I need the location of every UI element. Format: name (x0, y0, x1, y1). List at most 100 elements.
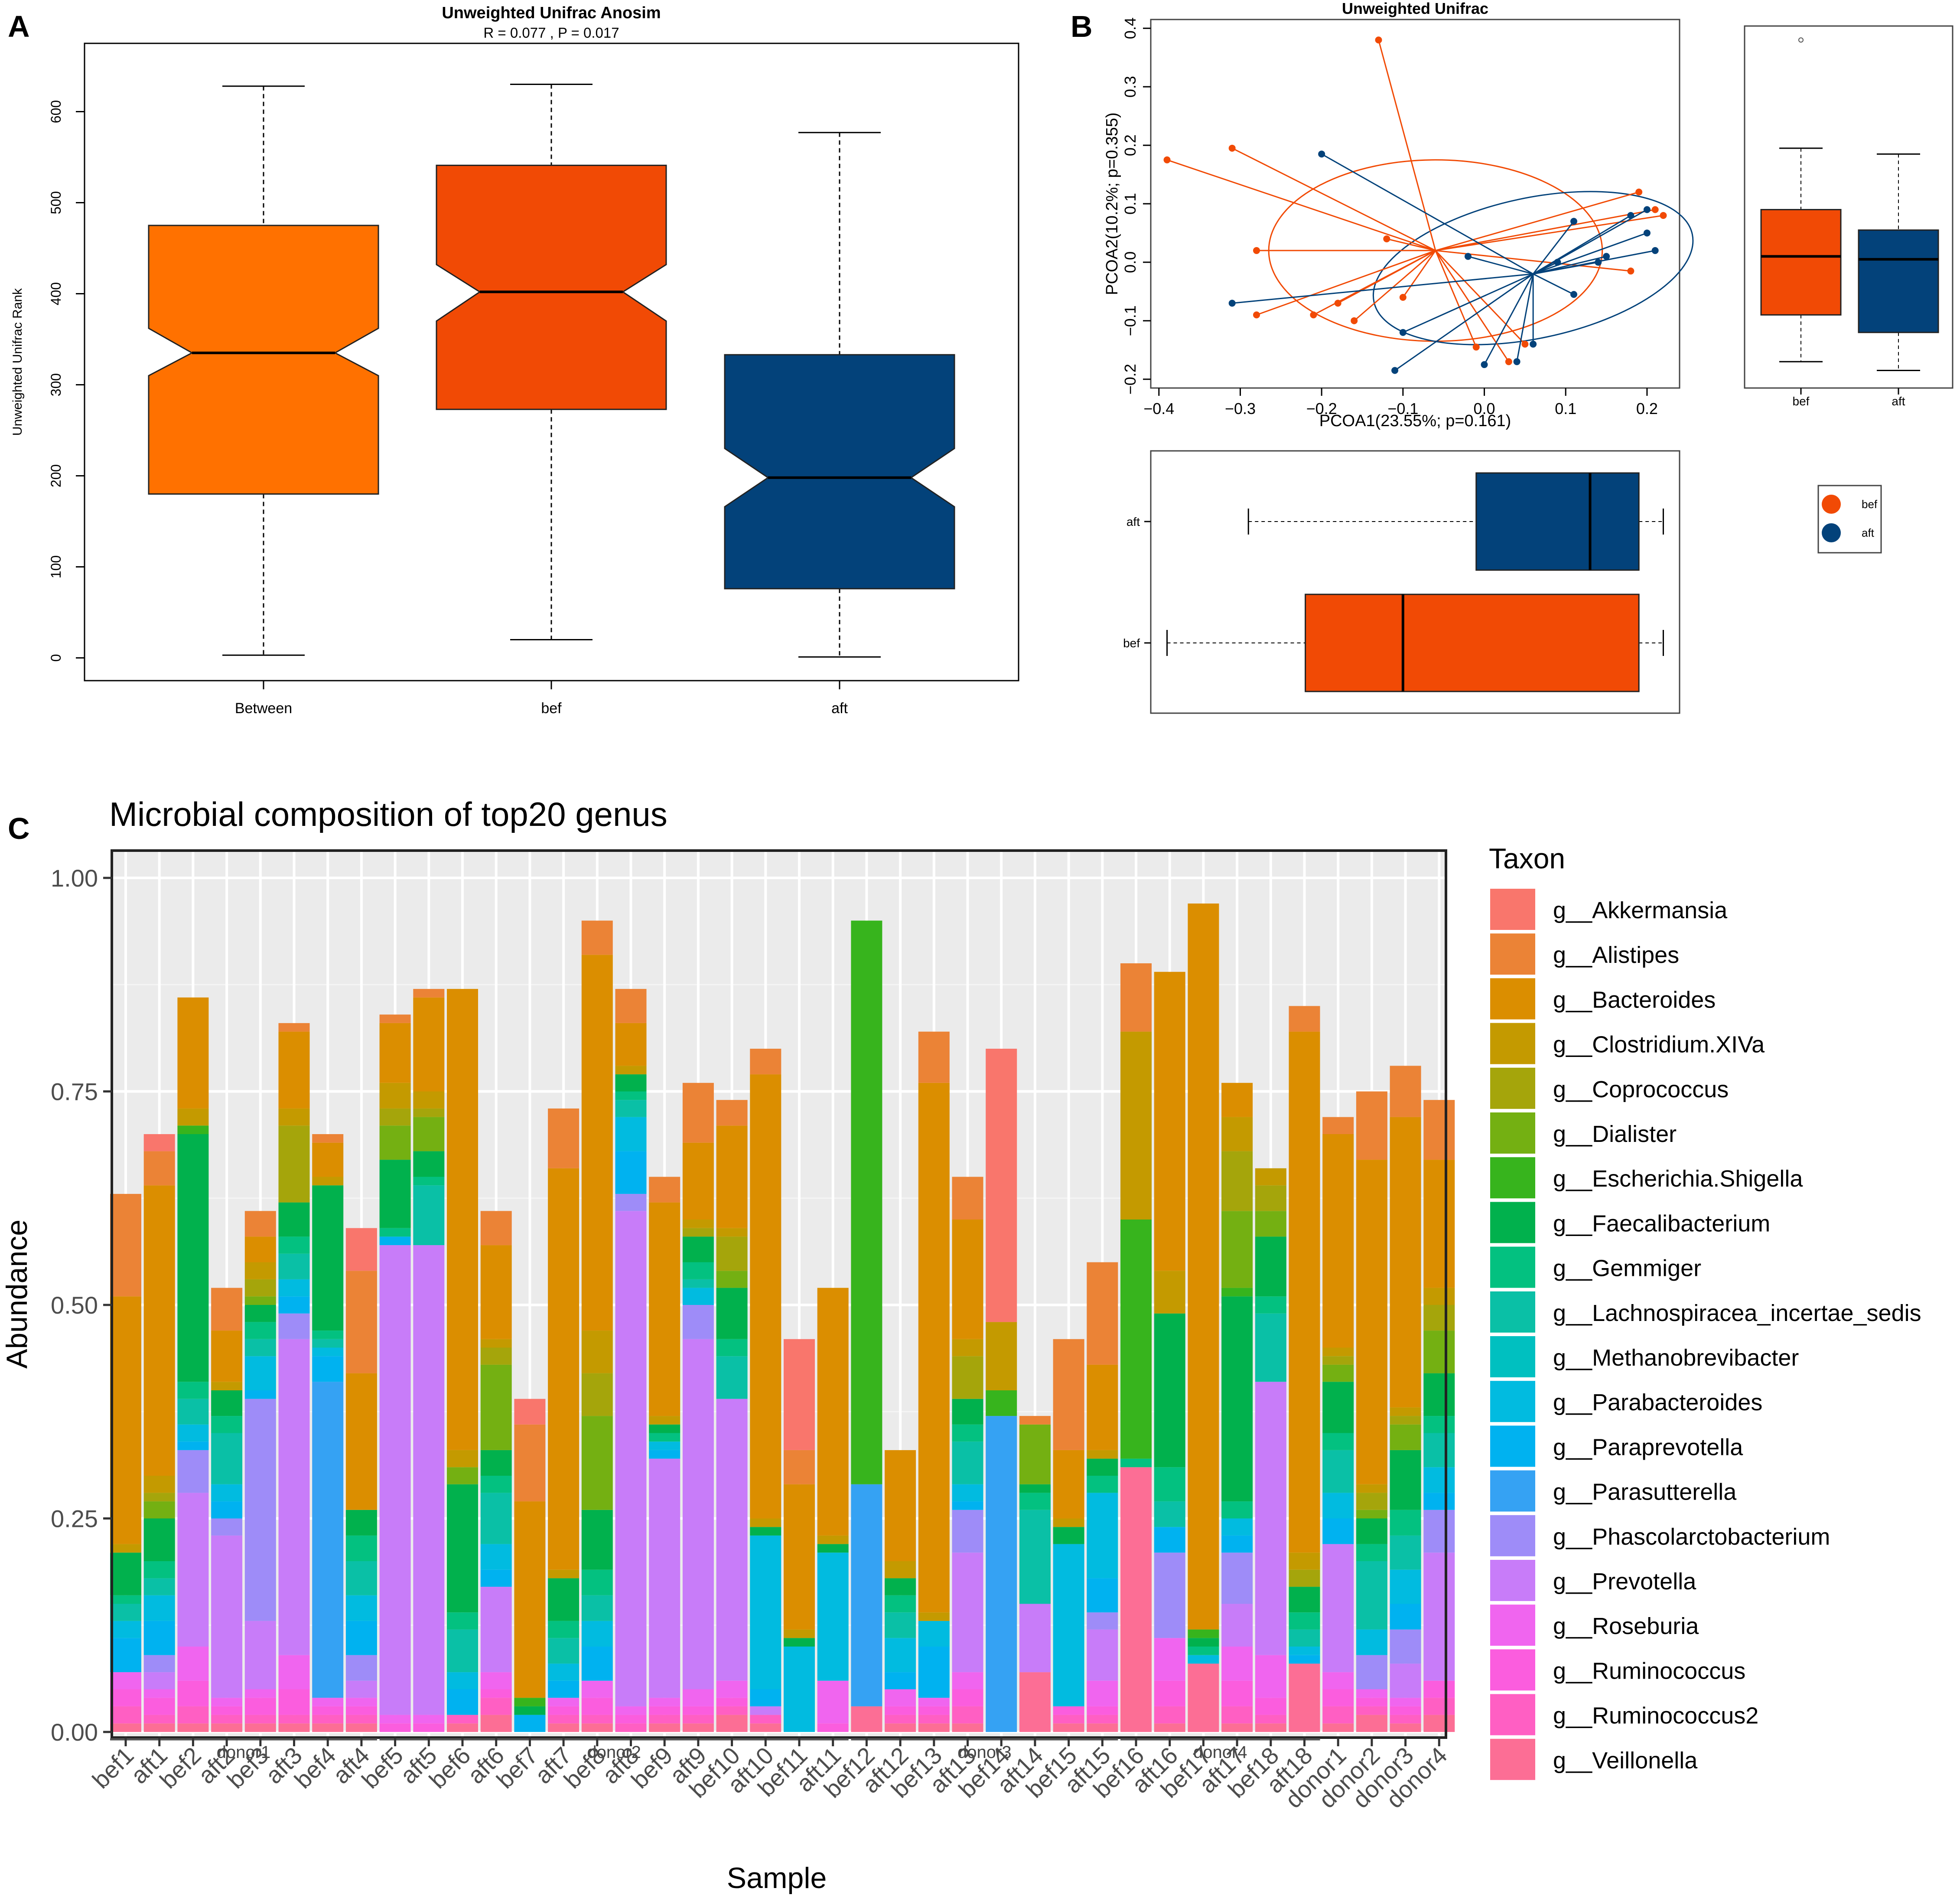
bar-segment-g__Ruminococcus (1356, 1698, 1387, 1706)
bar-segment-g__Ruminococcus2 (1154, 1706, 1185, 1724)
bar-segment-g__Faecalibacterium (649, 1424, 680, 1433)
bar-segment-g__Ruminococcus2 (480, 1698, 512, 1715)
bar-segment-g__Faecalibacterium (312, 1185, 344, 1331)
composition-y-tick-label: 1.00 (51, 864, 98, 892)
bar-segment-g__Parabacteroides (817, 1552, 849, 1681)
bar-segment-g__Lachnospiracea_incertae_sedis (143, 1578, 175, 1595)
pcoa-point-aft (1643, 206, 1651, 213)
bar-segment-g__Gemmiger (177, 1382, 209, 1399)
bar-segment-g__Paraprevotella (581, 1647, 613, 1681)
bar-segment-g__Ruminococcus (345, 1706, 377, 1715)
bar-segment-g__Bacteroides (244, 1236, 276, 1262)
bar-segment-g__Parabacteroides (278, 1279, 310, 1297)
bar-segment-g__Ruminococcus (885, 1706, 916, 1715)
bar-segment-g__Clostridium.XIVa (952, 1339, 983, 1357)
bar-segment-g__Roseburia (1322, 1672, 1354, 1689)
bar-segment-g__Clostridium.XIVa (110, 1544, 141, 1553)
pcoa-axes: −0.4 −0.3 −0.2 −0.1 0.0 0.1 0.2 −0.2 −0.1 0.0 0.1 0… (1121, 17, 1658, 417)
legend-label: g__Veillonella (1553, 1748, 1698, 1774)
bar-segment-g__Gemmiger (1423, 1416, 1455, 1433)
bar-segment-g__Phascolarctobacterium (1423, 1510, 1455, 1553)
bar-segment-g__Ruminococcus2 (649, 1715, 680, 1724)
bar-segment-g__Gemmiger (1019, 1493, 1051, 1510)
legend-label: g__Lachnospiracea_incertae_sedis (1553, 1300, 1921, 1326)
legend-swatch (1490, 1649, 1535, 1691)
pcoa-spider-line (1378, 39, 1436, 251)
anosim-boxplot: Unweighted Unifrac Anosim R = 0.077 , P … (10, 4, 1019, 717)
composition-y-label: Abundance (0, 1220, 33, 1369)
bar-segment-g__Bacteroides (649, 1202, 680, 1416)
legend-swatch (1490, 1246, 1535, 1288)
pcoa-point-bef (1651, 206, 1659, 213)
composition-plot-frame (111, 849, 1447, 1739)
bar-segment-g__Roseburia (312, 1698, 344, 1706)
bar-segment-g__Paraprevotella (244, 1390, 276, 1399)
bar-segment-g__Veillonella (918, 1723, 950, 1732)
pcoa-point-aft (1643, 229, 1651, 237)
bar-segment-g__Prevotella (345, 1680, 377, 1698)
bar-segment-g__Coprococcus (952, 1356, 983, 1399)
bar-segment-g__Bacteroides (1356, 1160, 1387, 1484)
legend-label: g__Faecalibacterium (1553, 1210, 1770, 1236)
bar-segment-g__Parasutterella (986, 1416, 1017, 1732)
pcoa-spider-line (1533, 273, 1574, 295)
donor-bracket-label: donor4 (1193, 1743, 1247, 1762)
bar-segment-g__Roseburia (278, 1655, 310, 1689)
bar-segment-g__Ruminococcus2 (885, 1715, 916, 1724)
pcoa-spider-line (1435, 191, 1639, 251)
bar-segment-g__Alistipes (1019, 1416, 1051, 1425)
bar-segment-g__Alistipes (548, 1108, 580, 1168)
bar-segment-g__Gemmiger (110, 1595, 141, 1604)
pcoa-point-bef (1253, 247, 1260, 254)
pcoa-spider-line (1533, 232, 1647, 275)
bar-segment-g__Parabacteroides (1390, 1569, 1421, 1604)
anosim-box-Between (148, 225, 379, 495)
bar-segment-g__Dialister (716, 1271, 748, 1288)
bar-segment-g__Dialister (1356, 1510, 1387, 1519)
bar-segment-g__Prevotella (750, 1706, 781, 1715)
pcoa-x-tick-label: 0.2 (1636, 400, 1658, 417)
bar-segment-g__Gemmiger (1188, 1647, 1219, 1655)
bar-segment-g__Parabacteroides (143, 1595, 175, 1621)
legend-label: g__Prevotella (1553, 1569, 1696, 1595)
composition-title: Microbial composition of top20 genus (109, 795, 667, 833)
bar-segment-g__Ruminococcus (581, 1698, 613, 1715)
bar-segment-g__Veillonella (177, 1723, 209, 1732)
bar-segment-g__Roseburia (379, 1715, 411, 1724)
bar-segment-g__Faecalibacterium (514, 1706, 546, 1715)
bar-segment-g__Clostridium.XIVa (1322, 1347, 1354, 1357)
bar-segment-g__Veillonella (1120, 1467, 1152, 1732)
bar-segment-g__Alistipes (211, 1288, 243, 1331)
bar-segment-g__Roseburia (682, 1689, 714, 1706)
pcoa-point-bef (1635, 189, 1643, 196)
bar-segment-g__Parabacteroides (918, 1621, 950, 1647)
bar-segment-g__Dialister (581, 1416, 613, 1510)
bar-segment-g__Phascolarctobacterium (345, 1655, 377, 1681)
bar-segment-g__Prevotella (649, 1458, 680, 1698)
bar-segment-g__Escherichia.Shigella (851, 920, 882, 1484)
bar-segment-g__Dialister (244, 1296, 276, 1305)
bar-segment-g__Parabacteroides (1221, 1518, 1253, 1536)
bar-segment-g__Gemmiger (649, 1433, 680, 1442)
bar-segment-g__Faecalibacterium (211, 1390, 243, 1416)
bar-segment-g__Roseburia (918, 1698, 950, 1706)
bar-segment-g__Alistipes (244, 1211, 276, 1237)
bar-segment-g__Faecalibacterium (1322, 1382, 1354, 1433)
bar-segment-g__Parabacteroides (244, 1356, 276, 1390)
bar-segment-g__Bacteroides (885, 1450, 916, 1561)
bar-segment-g__Faecalibacterium (177, 1134, 209, 1382)
bar-segment-g__Ruminococcus2 (548, 1715, 580, 1724)
bar-segment-g__Coprococcus (1356, 1493, 1387, 1510)
bar-segment-g__Ruminococcus2 (211, 1715, 243, 1724)
bar-segment-g__Gemmiger (1289, 1612, 1320, 1630)
legend-swatch (1490, 1604, 1535, 1646)
bar-segment-g__Faecalibacterium (682, 1236, 714, 1262)
bar-segment-g__Clostridium.XIVa (1154, 1271, 1185, 1314)
bar-segment-g__Gemmiger (682, 1262, 714, 1279)
bar-segment-g__Bacteroides (615, 1023, 647, 1066)
bar-segment-g__Gemmiger (1154, 1467, 1185, 1502)
anosim-y-tick-label: 300 (48, 373, 64, 396)
bar-segment-g__Faecalibacterium (110, 1552, 141, 1595)
bar-segment-g__Veillonella (649, 1723, 680, 1732)
